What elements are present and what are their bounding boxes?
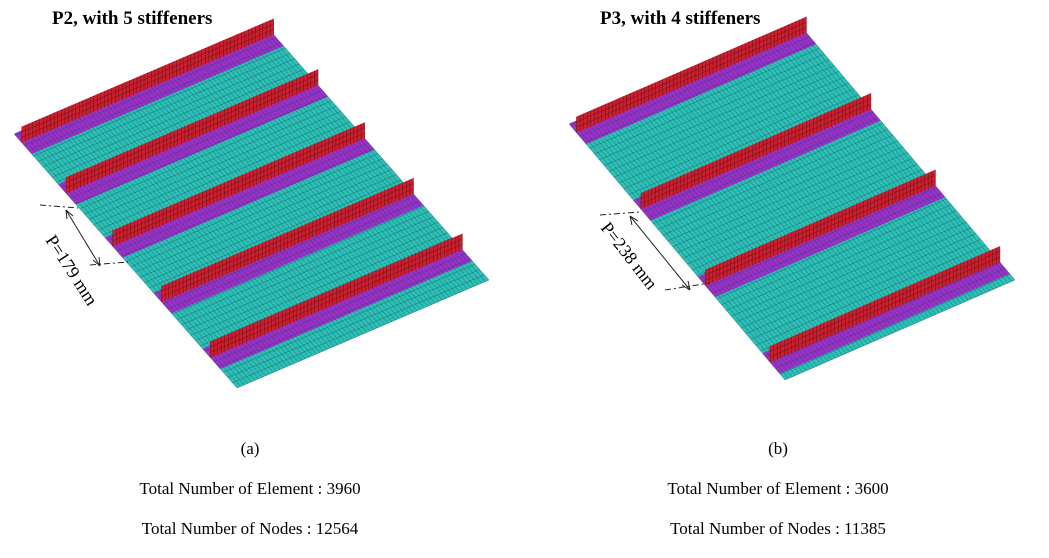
element-count: Total Number of Element : 3600 [667, 479, 888, 498]
panel-title: P2, with 5 stiffeners [52, 8, 212, 29]
figure: P2, with 5 stiffeners P3, with 4 stiffen… [0, 0, 1049, 558]
panel-title: P3, with 4 stiffeners [600, 8, 760, 29]
dimension-label: P=179 mm [42, 231, 102, 309]
element-count: Total Number of Element : 3960 [139, 479, 360, 498]
caption-label: (a) [241, 439, 260, 458]
dimension-label: P=238 mm [597, 218, 662, 293]
mesh-plate [14, 19, 489, 388]
mesh-plate [569, 17, 1015, 380]
node-count: Total Number of Nodes : 11385 [670, 519, 886, 538]
caption-label: (b) [768, 439, 788, 458]
node-count: Total Number of Nodes : 12564 [142, 519, 359, 538]
